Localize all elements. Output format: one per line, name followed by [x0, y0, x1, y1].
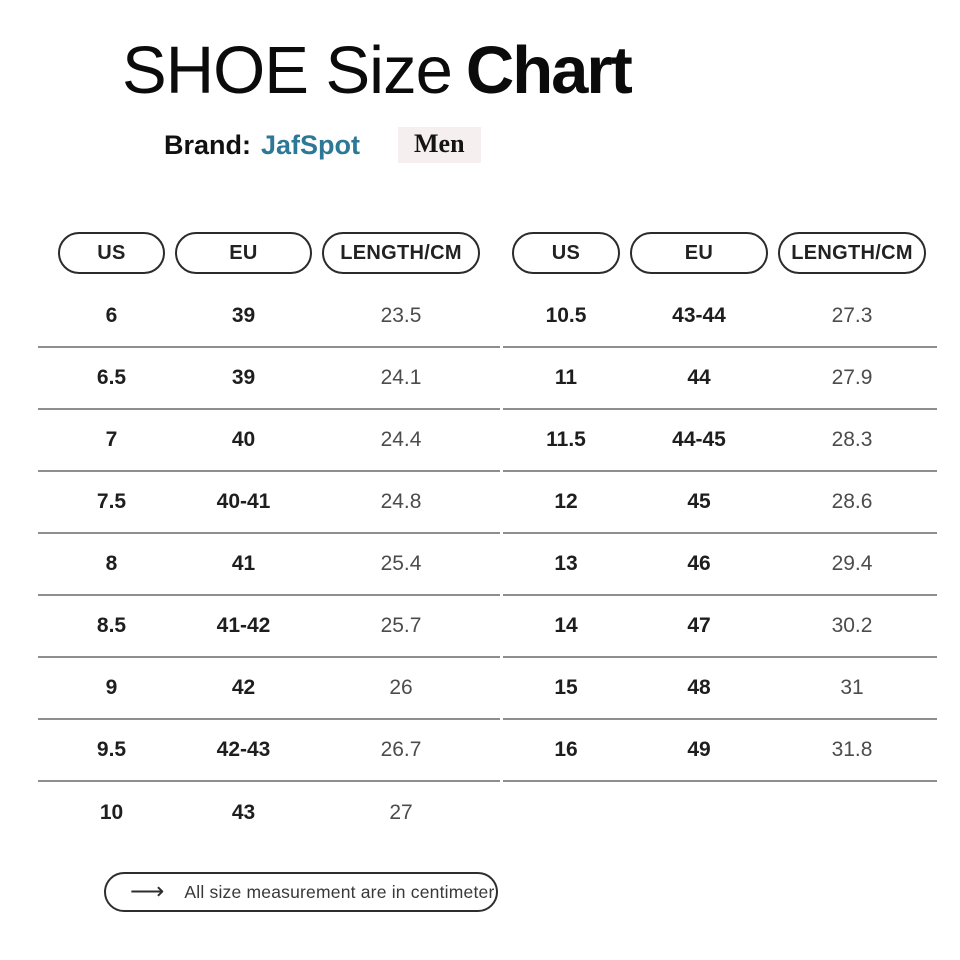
us-size-cell: 13 [554, 552, 578, 575]
eu-size-cell: 43-44 [672, 304, 726, 327]
eu-size-cell: 43 [231, 801, 256, 824]
table-row: 6 39 23.5 [38, 286, 500, 348]
table-row: 9 42 26 [38, 658, 500, 720]
length-cm-cell: 28.3 [831, 428, 873, 451]
us-size-cell: 16 [554, 738, 578, 761]
table-row: 10.5 43-44 27.3 [503, 286, 937, 348]
us-size-cell: 8 [105, 552, 118, 575]
us-size-cell: 7.5 [96, 490, 127, 513]
table-row: 13 46 29.4 [503, 534, 937, 596]
column-header-eu: EU [630, 232, 768, 274]
length-cm-cell: 31 [840, 676, 864, 699]
eu-size-cell: 42 [231, 676, 256, 699]
length-cm-cell: 27.3 [831, 304, 873, 327]
length-cm-cell: 25.4 [380, 552, 422, 575]
table-header-row: US EU LENGTH/CM [38, 232, 500, 274]
table-row: 6.5 39 24.1 [38, 348, 500, 410]
us-size-cell: 6.5 [96, 366, 127, 389]
page-title: SHOE Size Chart [122, 33, 633, 108]
size-table-left: US EU LENGTH/CM 6 39 23.5 6.5 39 24.1 7 40 24.4 7.5 4… [38, 232, 500, 844]
table-row: 7.5 40-41 24.8 [38, 472, 500, 534]
us-size-cell: 11.5 [546, 428, 586, 451]
us-size-cell: 6 [105, 304, 118, 327]
footnote-text: All size measurement are in centimeter [184, 881, 495, 902]
us-size-cell: 14 [554, 614, 578, 637]
eu-size-cell: 41-42 [216, 614, 271, 637]
eu-size-cell: 39 [231, 366, 256, 389]
brand-row: Brand: JafSpot Men [164, 126, 481, 164]
length-cm-cell: 25.7 [380, 614, 422, 637]
column-header-length-cm: LENGTH/CM [322, 232, 480, 274]
eu-size-cell: 42-43 [216, 738, 271, 761]
footnote-pill: ⟶ All size measurement are in centimeter [104, 872, 498, 912]
length-cm-cell: 24.4 [380, 428, 422, 451]
length-cm-cell: 27 [389, 801, 413, 824]
eu-size-cell: 44 [687, 366, 711, 389]
us-size-cell: 9.5 [96, 738, 127, 761]
table-row: 11 44 27.9 [503, 348, 937, 410]
us-size-cell: 11 [554, 366, 578, 389]
us-size-cell: 12 [554, 490, 578, 513]
length-cm-cell: 27.9 [831, 366, 873, 389]
eu-size-cell: 44-45 [672, 428, 726, 451]
table-row: 9.5 42-43 26.7 [38, 720, 500, 782]
length-cm-cell: 23.5 [380, 304, 422, 327]
column-header-us: US [512, 232, 620, 274]
title-regular: SHOE Size [122, 33, 453, 108]
right-arrow-icon: ⟶ [130, 878, 165, 905]
eu-size-cell: 40-41 [216, 490, 271, 513]
table-row: 16 49 31.8 [503, 720, 937, 782]
length-cm-cell: 26.7 [380, 738, 422, 761]
length-cm-cell: 30.2 [831, 614, 873, 637]
us-size-cell: 9 [105, 676, 118, 699]
us-size-cell: 7 [105, 428, 118, 451]
table-row: 12 45 28.6 [503, 472, 937, 534]
length-cm-cell: 24.8 [380, 490, 422, 513]
eu-size-cell: 46 [687, 552, 711, 575]
column-header-eu: EU [175, 232, 312, 274]
length-cm-cell: 28.6 [831, 490, 873, 513]
gender-badge: Men [398, 127, 481, 163]
table-row: 10 43 27 [38, 782, 500, 844]
us-size-cell: 10 [99, 801, 124, 824]
brand-name: JafSpot [261, 129, 361, 160]
eu-size-cell: 45 [687, 490, 711, 513]
us-size-cell: 10.5 [545, 304, 587, 327]
table-row: 7 40 24.4 [38, 410, 500, 472]
table-row: 14 47 30.2 [503, 596, 937, 658]
eu-size-cell: 40 [231, 428, 256, 451]
title-bold: Chart [465, 33, 633, 108]
table-row: 15 48 31 [503, 658, 937, 720]
brand-label: Brand: [164, 129, 251, 160]
column-header-us: US [58, 232, 165, 274]
length-cm-cell: 29.4 [831, 552, 873, 575]
eu-size-cell: 47 [687, 614, 711, 637]
eu-size-cell: 49 [687, 738, 711, 761]
table-row: 8.5 41-42 25.7 [38, 596, 500, 658]
us-size-cell: 8.5 [96, 614, 127, 637]
eu-size-cell: 48 [687, 676, 711, 699]
length-cm-cell: 31.8 [831, 738, 873, 761]
length-cm-cell: 24.1 [380, 366, 422, 389]
us-size-cell: 15 [554, 676, 578, 699]
length-cm-cell: 26 [389, 676, 413, 699]
table-row: 11.5 44-45 28.3 [503, 410, 937, 472]
size-table-right: US EU LENGTH/CM 10.5 43-44 27.3 11 44 27.9 11.5 44… [503, 232, 937, 782]
eu-size-cell: 41 [231, 552, 256, 575]
eu-size-cell: 39 [231, 304, 256, 327]
column-header-length-cm: LENGTH/CM [778, 232, 926, 274]
table-row: 8 41 25.4 [38, 534, 500, 596]
table-header-row: US EU LENGTH/CM [503, 232, 937, 274]
